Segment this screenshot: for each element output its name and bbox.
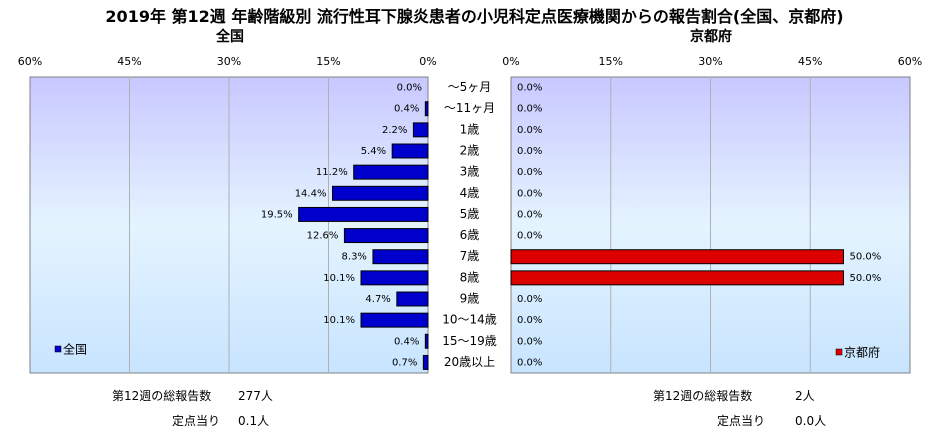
national-bar: [396, 291, 429, 307]
right-tick-label: 60%: [898, 55, 922, 68]
kyoto-bar-label: 0.0%: [517, 231, 542, 242]
kyoto-per-site-value: 0.0人: [795, 414, 827, 428]
national-bar: [422, 354, 429, 370]
national-bar-label: 0.4%: [394, 336, 419, 347]
national-bar: [360, 270, 429, 286]
kyoto-legend-swatch: [835, 348, 843, 356]
age-category-label: 15～19歳: [442, 334, 497, 348]
right-tick-label: 0%: [502, 55, 519, 68]
national-bar: [360, 312, 429, 328]
kyoto-bar-label: 0.0%: [517, 146, 542, 157]
kyoto-bar-label: 50.0%: [850, 252, 882, 263]
age-category-label: 1歳: [460, 122, 480, 136]
national-bar: [353, 164, 429, 180]
left-tick-label: 45%: [117, 55, 141, 68]
national-bar: [343, 228, 429, 244]
age-category-label: 7歳: [460, 249, 480, 263]
national-bar-label: 2.2%: [382, 125, 407, 136]
national-per-site-label: 定点当り: [172, 414, 221, 428]
national-bar: [372, 249, 429, 265]
national-bar-label: 5.4%: [361, 146, 386, 157]
kyoto-bar: [510, 270, 844, 286]
national-bar: [331, 185, 429, 201]
age-category-label: 3歳: [460, 165, 480, 179]
kyoto-bar-label: 0.0%: [517, 125, 542, 136]
national-bar-label: 12.6%: [307, 231, 339, 242]
kyoto-total-value: 2人: [795, 389, 815, 403]
right-tick-label: 15%: [599, 55, 623, 68]
right-tick-label: 30%: [698, 55, 722, 68]
chart-title: 2019年 第12週 年齢階級別 流行性耳下腺炎患者の小児科定点医療機関からの報…: [105, 7, 844, 26]
left-tick-label: 0%: [419, 55, 436, 68]
national-bar: [424, 333, 429, 349]
national-total-label: 第12週の総報告数: [112, 389, 212, 403]
national-legend-swatch: [54, 345, 62, 353]
age-category-label: 4歳: [460, 186, 480, 200]
age-category-label: 20歳以上: [444, 355, 495, 369]
national-bar-label: 14.4%: [295, 188, 327, 199]
kyoto-bar-label: 0.0%: [517, 167, 542, 178]
national-bar-label: 0.7%: [392, 357, 417, 368]
age-category-label: ～11ヶ月: [444, 101, 495, 115]
left-panel-title: 全国: [216, 29, 244, 45]
kyoto-bar-label: 0.0%: [517, 83, 542, 94]
age-category-label: 10～14歳: [442, 313, 497, 327]
kyoto-bar-label: 0.0%: [517, 294, 542, 305]
national-bar-label: 0.4%: [394, 104, 419, 115]
kyoto-bar-label: 0.0%: [517, 104, 542, 115]
national-bar: [412, 122, 429, 138]
national-bar: [424, 101, 429, 117]
national-bar-label: 8.3%: [342, 252, 367, 263]
age-category-label: 5歳: [460, 207, 480, 221]
kyoto-bar-label: 0.0%: [517, 357, 542, 368]
national-bar-label: 19.5%: [261, 209, 293, 220]
kyoto-bar-label: 0.0%: [517, 209, 542, 220]
national-legend-label: 全国: [63, 342, 87, 357]
left-tick-label: 30%: [217, 55, 241, 68]
kyoto-legend-label: 京都府: [844, 345, 880, 360]
age-category-label: ～5ヶ月: [448, 80, 492, 94]
national-bar-label: 10.1%: [323, 273, 355, 284]
kyoto-bar-label: 50.0%: [850, 273, 882, 284]
kyoto-bar-label: 0.0%: [517, 336, 542, 347]
age-category-label: 6歳: [460, 228, 480, 242]
age-category-label: 8歳: [460, 270, 480, 284]
national-bar-label: 4.7%: [365, 294, 390, 305]
kyoto-bar: [510, 249, 844, 265]
age-category-label: 9歳: [460, 292, 480, 306]
kyoto-total-label: 第12週の総報告数: [653, 389, 753, 403]
national-per-site-value: 0.1人: [238, 414, 270, 428]
national-total-value: 277人: [238, 389, 273, 403]
kyoto-bar-label: 0.0%: [517, 315, 542, 326]
kyoto-per-site-label: 定点当り: [717, 414, 766, 428]
national-bar-label: 11.2%: [316, 167, 348, 178]
left-tick-label: 60%: [18, 55, 42, 68]
national-bar-label: 10.1%: [323, 315, 355, 326]
national-bar: [298, 206, 429, 222]
kyoto-bar-label: 0.0%: [517, 188, 542, 199]
age-category-label: 2歳: [460, 144, 480, 158]
left-tick-label: 15%: [316, 55, 340, 68]
national-bar-label: 0.0%: [397, 83, 422, 94]
national-bar: [391, 143, 429, 159]
right-panel-title: 京都府: [690, 29, 732, 45]
right-tick-label: 45%: [798, 55, 822, 68]
